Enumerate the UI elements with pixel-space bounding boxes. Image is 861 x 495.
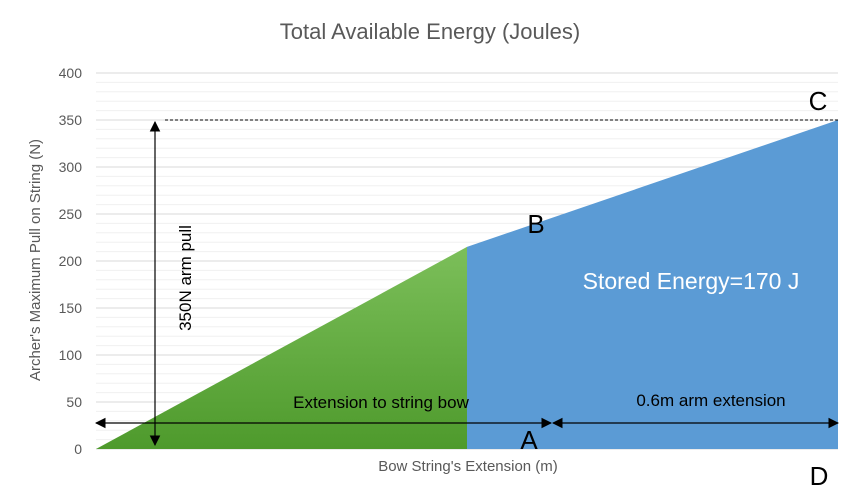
y-tick-label: 350: [59, 112, 83, 128]
point-b-label: B: [527, 209, 544, 239]
y-tick-label: 300: [59, 159, 83, 175]
y-tick-label: 250: [59, 206, 83, 222]
y-tick-label: 50: [66, 394, 82, 410]
y-tick-label: 100: [59, 347, 83, 363]
chart-title: Total Available Energy (Joules): [280, 19, 580, 44]
y-tick-label: 0: [74, 441, 82, 457]
y-axis-ticks: 0 50 100 150 200 250 300 350 400: [59, 65, 83, 457]
arm-pull-label: 350N arm pull: [176, 225, 195, 331]
green-triangle-area: [96, 246, 467, 449]
arm-extension-label: 0.6m arm extension: [636, 391, 785, 410]
blue-trapezoid-area: [467, 120, 838, 449]
y-tick-label: 200: [59, 253, 83, 269]
y-axis-label: Archer's Maximum Pull on String (N): [27, 139, 44, 381]
point-d-label: D: [810, 461, 829, 491]
x-axis-label: Bow String's Extension (m): [378, 458, 558, 475]
y-tick-label: 400: [59, 65, 83, 81]
point-a-label: A: [520, 425, 538, 455]
stored-energy-label: Stored Energy=170 J: [583, 268, 800, 294]
extension-string-label: Extension to string bow: [293, 393, 469, 412]
y-tick-label: 150: [59, 300, 83, 316]
point-c-label: C: [809, 86, 828, 116]
chart-areas: [96, 120, 838, 449]
